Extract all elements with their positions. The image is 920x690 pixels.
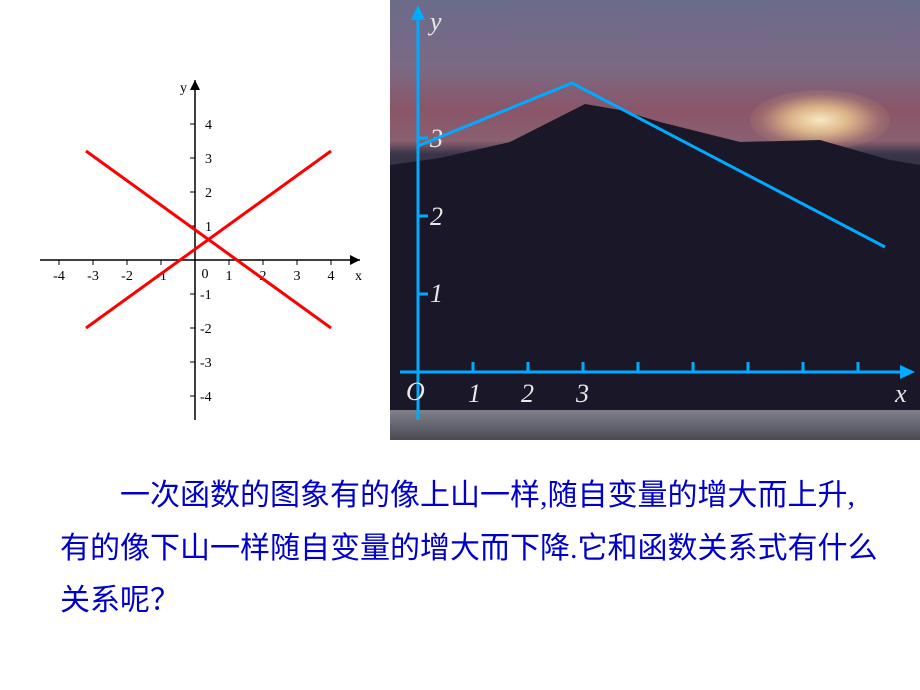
origin-label-right: O xyxy=(406,377,425,406)
x-tick-neg3: -3 xyxy=(87,269,99,284)
y-tick-2-right: 2 xyxy=(430,202,443,231)
y-tick-1-right: 1 xyxy=(430,279,443,308)
y-tick-neg3: -3 xyxy=(200,356,212,371)
charts-row: -4 -3 -2 -1 0 1 2 3 xyxy=(0,0,920,440)
function-line xyxy=(418,83,885,247)
left-coordinate-chart: -4 -3 -2 -1 0 1 2 3 xyxy=(0,0,390,440)
y-tick-4: 4 xyxy=(205,118,212,133)
left-chart-svg: -4 -3 -2 -1 0 1 2 3 xyxy=(0,0,390,440)
slide-container: -4 -3 -2 -1 0 1 2 3 xyxy=(0,0,920,690)
origin-label-left: 0 xyxy=(202,267,209,282)
x-axis-label-right: x xyxy=(894,379,907,408)
right-chart-svg: O 1 2 3 x 1 2 3 y xyxy=(390,0,920,440)
x-tick-1-right: 1 xyxy=(468,379,481,408)
x-tick-neg4: -4 xyxy=(53,269,65,284)
x-tick-3: 3 xyxy=(294,269,301,284)
y-axis-label-right: y xyxy=(427,7,442,36)
x-axis-label-left: x xyxy=(355,269,362,284)
y-tick-neg1: -1 xyxy=(200,288,212,303)
right-mountain-chart: O 1 2 3 x 1 2 3 y xyxy=(390,0,920,440)
y-tick-neg4: -4 xyxy=(200,390,212,405)
y-tick-3: 3 xyxy=(205,152,212,167)
explanation-text: 一次函数的图象有的像上山一样,随自变量的增大而上升,有的像下山一样随自变量的增大… xyxy=(0,440,920,648)
x-tick-3-right: 3 xyxy=(575,379,589,408)
y-tick-1: 1 xyxy=(205,220,212,235)
y-tick-neg2: -2 xyxy=(200,322,212,337)
text-paragraph: 一次函数的图象有的像上山一样,随自变量的增大而上升,有的像下山一样随自变量的增大… xyxy=(60,470,880,628)
x-tick-neg2: -2 xyxy=(121,269,133,284)
x-tick-1: 1 xyxy=(226,269,233,284)
x-tick-4: 4 xyxy=(328,269,335,284)
y-tick-2: 2 xyxy=(205,186,212,201)
y-axis-label-left: y xyxy=(180,81,187,96)
x-tick-2-right: 2 xyxy=(521,379,534,408)
